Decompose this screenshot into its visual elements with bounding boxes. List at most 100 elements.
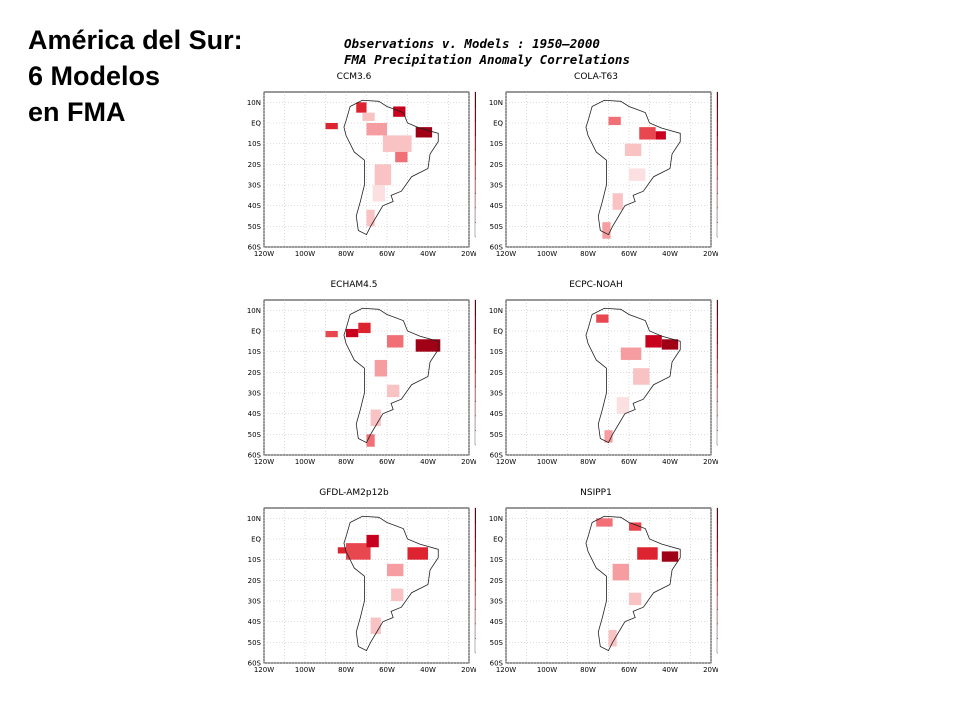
correlation-patch [374,359,387,377]
correlation-patch [346,543,371,560]
lon-tick-label: 40W [662,458,678,466]
colorbar-segment [716,609,718,625]
continent-outline [343,99,439,236]
lon-tick-label: 80W [338,458,354,466]
colorbar-segment [474,91,476,107]
lat-tick-label: 10S [248,348,262,356]
correlation-patch [616,397,629,414]
colorbar-segment [474,623,476,639]
lat-tick-label: 30S [248,182,262,190]
correlation-patch [661,551,679,562]
lat-tick-label: 10S [490,556,504,564]
lon-tick-label: 100W [295,250,315,258]
slide-title: América del Sur: 6 Modelos en FMA [28,22,243,130]
colorbar-segment [716,178,718,194]
colorbar-segment [716,551,718,567]
colorbar-segment [716,328,718,344]
colorbar-segment [716,357,718,373]
lon-tick-label: 40W [420,666,436,674]
correlation-patch [645,335,662,348]
colorbar-segment [474,343,476,359]
correlation-patch [395,151,408,163]
colorbar-segment [716,401,718,417]
colorbar-segment [716,149,718,165]
map-panel: COLA-T63 10N EQ 10S 20S 30S 40S 50S 60S 120W 100W 8… [478,72,718,272]
lat-tick-label: 20S [248,369,262,377]
colorbar-segment [716,372,718,388]
lon-tick-label: 100W [537,666,557,674]
correlation-patch [387,384,400,398]
lon-tick-label: 60W [621,250,637,258]
colorbar-segment [716,135,718,151]
lat-tick-label: 30S [490,182,504,190]
lat-tick-label: 50S [490,639,504,647]
colorbar-segment [474,135,476,151]
correlation-patch [356,102,367,113]
lat-tick-label: EQ [251,120,261,128]
correlation-patch [366,209,375,227]
colorbar-segment [474,638,476,654]
colorbar-segment [474,372,476,388]
figure-title: Observations v. Models : 1950—2000 FMA P… [344,36,630,68]
lat-tick-label: 10S [248,556,262,564]
colorbar-segment [716,120,718,136]
correlation-patch [370,409,381,427]
lat-tick-label: 10N [489,99,503,107]
colorbar-segment [474,430,476,446]
continent-outline [343,307,439,444]
colorbar-segment [474,609,476,625]
lat-tick-label: EQ [493,120,503,128]
correlation-patch [608,629,617,647]
lon-tick-label: 40W [420,458,436,466]
colorbar-segment [716,623,718,639]
lon-tick-label: 100W [295,458,315,466]
lon-tick-label: 120W [254,458,274,466]
lon-tick-label: 100W [295,666,315,674]
lon-tick-label: 40W [662,250,678,258]
lon-tick-label: 60W [379,666,395,674]
correlation-patch [387,335,404,348]
lat-tick-label: 10N [489,307,503,315]
map-panel: CCM3.6 10N EQ 10S 20S 30S 40S 50S 60S 120W 100W 80W… [236,72,476,272]
colorbar-segment [716,91,718,107]
lon-tick-label: 20W [703,458,718,466]
lon-tick-label: 120W [496,666,516,674]
lat-tick-label: EQ [251,536,261,544]
colorbar-segment [474,164,476,180]
colorbar-segment [716,594,718,610]
lon-tick-label: 60W [621,666,637,674]
panel-model-label: COLA-T63 [574,72,618,82]
correlation-patch [596,518,613,527]
correlation-patch [366,534,379,548]
map-panel: NSIPP1 10N EQ 10S 20S 30S 40S 50S 60S 120W 100W 80W… [478,488,718,688]
colorbar-segment [474,565,476,581]
correlation-patch [612,563,629,581]
colorbar-segment [474,507,476,523]
colorbar-segment [716,207,718,223]
correlation-patch [366,123,387,136]
correlation-patch [393,106,406,117]
lat-tick-label: 60S [248,660,262,668]
colorbar-segment [474,551,476,567]
lon-tick-label: 80W [338,666,354,674]
lat-tick-label: EQ [493,536,503,544]
colorbar-segment [716,314,718,330]
colorbar-segment [474,386,476,402]
colorbar-segment [716,638,718,654]
lat-tick-label: 60S [490,452,504,460]
lon-tick-label: 100W [537,458,557,466]
lon-tick-label: 120W [254,666,274,674]
correlation-patch [370,617,381,635]
lon-tick-label: 20W [703,666,718,674]
colorbar-segment [716,106,718,122]
correlation-patch [346,328,359,338]
correlation-patch [362,112,375,121]
colorbar-segment [474,328,476,344]
panel-model-label: ECHAM4.5 [330,280,378,290]
lat-tick-label: EQ [251,328,261,336]
correlation-patch [639,127,656,140]
